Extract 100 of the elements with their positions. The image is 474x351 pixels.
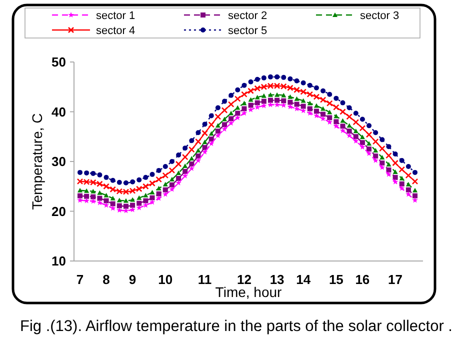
point — [136, 200, 142, 206]
point — [149, 180, 156, 187]
point — [248, 97, 254, 102]
point — [314, 112, 320, 118]
point — [150, 172, 155, 177]
point — [188, 165, 195, 171]
point — [366, 123, 372, 128]
point — [268, 92, 273, 97]
point — [360, 116, 365, 122]
point — [386, 162, 392, 166]
point — [366, 150, 372, 156]
point — [196, 148, 201, 153]
legend-label: sector 4 — [96, 25, 136, 37]
point — [281, 98, 286, 104]
point — [241, 91, 248, 98]
point — [142, 202, 149, 208]
point — [288, 94, 293, 99]
point — [352, 119, 360, 126]
point — [162, 187, 168, 192]
point — [380, 155, 385, 160]
x-tick-label: 14 — [296, 272, 312, 287]
point — [90, 188, 96, 194]
point — [314, 85, 319, 90]
point — [281, 92, 286, 98]
point — [360, 144, 366, 150]
point — [307, 100, 312, 106]
point — [320, 96, 326, 103]
point — [130, 202, 136, 208]
point — [222, 98, 228, 104]
point — [150, 195, 155, 200]
point — [346, 123, 352, 128]
point — [340, 100, 346, 106]
point — [78, 188, 82, 192]
point — [221, 107, 228, 114]
point — [97, 172, 102, 178]
point — [208, 140, 214, 146]
point — [254, 76, 260, 82]
point — [373, 148, 378, 153]
point — [353, 138, 359, 144]
point — [287, 104, 294, 110]
point — [327, 92, 332, 97]
point — [288, 100, 293, 105]
point — [366, 141, 372, 146]
point — [353, 110, 358, 116]
x-tick-label: 10 — [158, 272, 173, 287]
point — [208, 113, 214, 118]
point — [386, 171, 392, 177]
point — [176, 170, 182, 175]
point — [326, 100, 333, 106]
point — [274, 92, 280, 97]
point — [406, 191, 412, 197]
point — [288, 76, 293, 82]
point — [379, 145, 386, 152]
point — [97, 196, 102, 201]
point — [215, 105, 220, 110]
point — [399, 176, 404, 180]
point — [156, 191, 162, 196]
text: Fig .(13). Airflow temperature in the parts of the solar collector . — [20, 318, 452, 335]
point — [156, 195, 162, 201]
point — [110, 196, 116, 200]
point — [261, 102, 267, 108]
x-tick-label: 17 — [388, 272, 403, 287]
point — [176, 152, 182, 158]
y-tick-label: 40 — [52, 104, 66, 120]
point — [307, 82, 312, 88]
point — [195, 138, 202, 145]
point — [314, 103, 319, 108]
point — [104, 174, 109, 180]
point — [373, 130, 378, 136]
point — [320, 88, 326, 94]
point — [78, 170, 82, 175]
point — [103, 202, 110, 208]
point — [261, 75, 266, 80]
point — [392, 160, 398, 166]
point — [123, 198, 128, 203]
point — [84, 194, 90, 199]
point — [242, 82, 247, 88]
point — [208, 136, 214, 142]
point — [189, 138, 194, 144]
x-tick-label: 15 — [328, 272, 344, 287]
point — [104, 192, 109, 198]
point — [208, 131, 214, 136]
point — [353, 134, 358, 140]
point — [156, 186, 162, 190]
x-tick-label: 8 — [102, 272, 110, 287]
point — [182, 168, 188, 174]
point — [104, 198, 109, 204]
point — [168, 167, 176, 174]
y-tick-label: 30 — [52, 154, 66, 169]
point — [360, 140, 365, 146]
point — [406, 187, 411, 192]
point — [234, 96, 241, 102]
point — [386, 152, 392, 159]
point — [202, 149, 208, 154]
point — [136, 195, 142, 200]
point — [169, 182, 174, 188]
point — [254, 104, 260, 110]
point — [333, 123, 340, 129]
point — [228, 120, 234, 126]
point — [116, 203, 122, 208]
